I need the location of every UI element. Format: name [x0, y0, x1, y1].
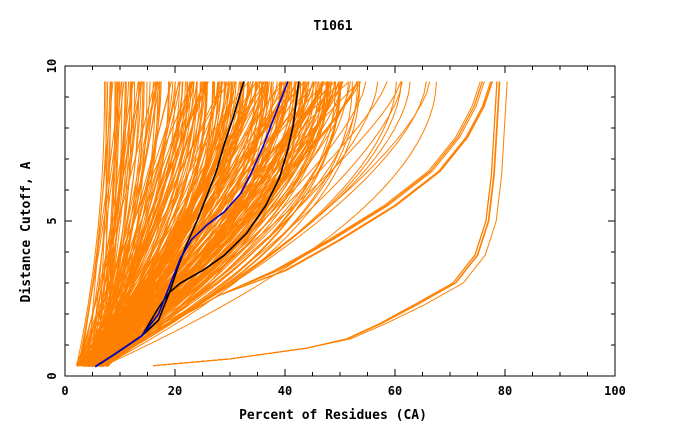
model-curve — [92, 81, 172, 365]
tick-labels: 0 20 40 60 80 100 0 5 10 — [45, 59, 626, 398]
x-tick-label: 100 — [604, 384, 626, 398]
model-curve — [85, 81, 125, 366]
model-curve — [76, 81, 229, 365]
model-curve — [81, 81, 494, 366]
model-curve — [98, 81, 330, 367]
model-curve — [106, 81, 214, 365]
model-curves — [75, 81, 508, 368]
model-curve — [84, 81, 139, 367]
y-tick-label: 10 — [45, 59, 59, 73]
model-curve — [101, 81, 181, 365]
model-curve — [81, 81, 198, 365]
y-axis-label: Distance Cutoff, A — [19, 161, 34, 302]
model-curve — [152, 81, 498, 367]
chart-title: T1061 — [313, 19, 352, 34]
x-tick-label: 60 — [388, 384, 402, 398]
model-curve — [83, 81, 342, 365]
x-tick-label: 40 — [278, 384, 292, 398]
model-curve — [82, 81, 180, 366]
x-tick-label: 20 — [168, 384, 182, 398]
axis-ticks — [64, 65, 616, 377]
y-tick-label: 0 — [45, 372, 59, 379]
highlighted-curves — [94, 81, 300, 368]
model-curve — [97, 81, 111, 366]
highlight-series-line — [94, 81, 300, 368]
model-curve — [76, 81, 203, 367]
model-curve — [91, 81, 126, 365]
model-curve — [97, 81, 227, 365]
model-curve — [91, 81, 379, 368]
x-tick-label: 80 — [498, 384, 512, 398]
model-curve — [93, 81, 266, 367]
model-curve — [95, 81, 290, 366]
model-curve — [104, 81, 361, 366]
model-curve — [102, 81, 358, 365]
model-curve — [76, 81, 106, 365]
x-axis-label: Percent of Residues (CA) — [239, 408, 427, 423]
y-tick-label: 5 — [45, 217, 59, 224]
model-curve — [98, 81, 192, 365]
highlight-series-line — [94, 81, 289, 368]
model-curve — [79, 81, 324, 365]
model-curve — [79, 81, 109, 364]
model-curve — [86, 81, 317, 365]
model-curve — [81, 81, 186, 367]
model-curve — [85, 81, 215, 367]
model-curve — [90, 81, 427, 368]
model-curve — [102, 81, 130, 367]
model-curve — [91, 81, 244, 366]
model-curve — [83, 81, 411, 368]
model-curve — [88, 81, 305, 367]
model-curve — [102, 81, 403, 368]
model-curve — [101, 81, 437, 368]
model-curve — [103, 81, 206, 366]
x-tick-label: 0 — [61, 384, 68, 398]
